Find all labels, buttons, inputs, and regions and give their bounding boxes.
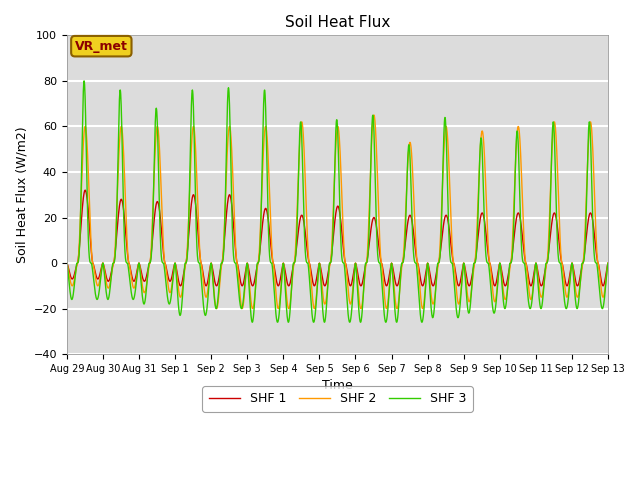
SHF 1	[604, 260, 612, 266]
SHF 2	[63, 260, 70, 266]
SHF 3	[557, 261, 564, 267]
SHF 2	[365, 223, 372, 228]
SHF 1	[353, 267, 361, 273]
SHF 1	[557, 254, 564, 260]
Y-axis label: Soil Heat Flux (W/m2): Soil Heat Flux (W/m2)	[15, 126, 28, 263]
Line: SHF 2: SHF 2	[67, 115, 608, 309]
Text: VR_met: VR_met	[75, 40, 128, 53]
SHF 2	[393, 306, 401, 312]
SHF 3	[604, 260, 612, 266]
SHF 2	[604, 260, 612, 266]
SHF 1	[81, 187, 89, 193]
SHF 3	[80, 78, 88, 84]
SHF 3	[63, 260, 70, 266]
SHF 1	[63, 260, 70, 266]
SHF 3	[353, 285, 361, 290]
SHF 3	[495, 265, 503, 271]
SHF 3	[214, 296, 222, 301]
X-axis label: Time: Time	[322, 379, 353, 393]
SHF 1	[393, 283, 401, 288]
SHF 3	[365, 225, 373, 230]
Title: Soil Heat Flux: Soil Heat Flux	[285, 15, 390, 30]
SHF 1	[214, 280, 222, 286]
SHF 3	[572, 300, 580, 306]
Line: SHF 1: SHF 1	[67, 190, 608, 286]
SHF 2	[370, 112, 378, 118]
Line: SHF 3: SHF 3	[67, 81, 608, 322]
SHF 3	[248, 319, 256, 325]
SHF 1	[495, 263, 503, 269]
SHF 2	[572, 288, 580, 294]
SHF 2	[495, 265, 503, 271]
SHF 2	[353, 271, 361, 277]
SHF 1	[365, 243, 372, 249]
SHF 2	[214, 302, 221, 308]
SHF 1	[572, 279, 580, 285]
SHF 2	[557, 249, 564, 255]
Legend: SHF 1, SHF 2, SHF 3: SHF 1, SHF 2, SHF 3	[202, 386, 472, 412]
